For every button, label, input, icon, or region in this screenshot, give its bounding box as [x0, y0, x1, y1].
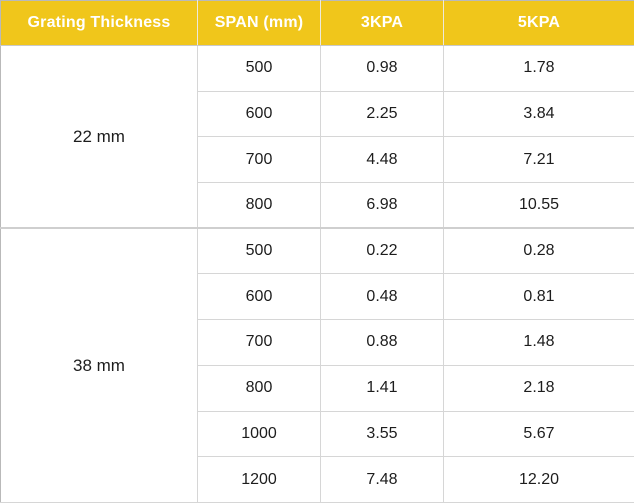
kpa3-cell: 7.48: [320, 456, 444, 503]
span-cell: 700: [197, 319, 321, 366]
header-grating-thickness: Grating Thickness: [0, 0, 198, 46]
table-body: 22 mm 500 0.98 1.78 600 2.25 3.84 700 4.48 7.21 80…: [0, 45, 634, 503]
span-cell: 600: [197, 90, 321, 138]
header-row: Grating Thickness SPAN (mm) 3KPA 5KPA: [0, 0, 634, 46]
table-row: 600 2.25 3.84: [1, 90, 634, 138]
kpa5-cell: 0.81: [443, 273, 634, 321]
kpa5-cell: 1.48: [443, 319, 634, 366]
table-row: 700 0.88 1.48: [1, 319, 634, 366]
kpa5-cell: 12.20: [443, 456, 634, 503]
span-cell: 700: [197, 136, 321, 184]
header-5kpa: 5KPA: [443, 0, 634, 46]
kpa3-cell: 3.55: [320, 410, 444, 458]
header-3kpa: 3KPA: [320, 0, 444, 46]
span-cell: 800: [197, 182, 321, 229]
table-row: 800 1.41 2.18: [1, 364, 634, 412]
kpa3-cell: 1.41: [320, 364, 444, 412]
thickness-cell: 38 mm: [0, 227, 198, 503]
span-cell: 1200: [197, 456, 321, 503]
span-cell: 1000: [197, 410, 321, 458]
table-row: 700 4.48 7.21: [1, 136, 634, 184]
table-row: 1200 7.48 12.20: [1, 456, 634, 503]
kpa3-cell: 4.48: [320, 136, 444, 184]
kpa3-cell: 0.98: [320, 45, 444, 92]
kpa5-cell: 5.67: [443, 410, 634, 458]
table-row: 22 mm 500 0.98 1.78: [0, 45, 634, 229]
table-row: 1000 3.55 5.67: [1, 410, 634, 458]
table-row: 38 mm 500 0.22 0.28: [0, 227, 634, 503]
header-span-mm: SPAN (mm): [197, 0, 321, 46]
kpa3-cell: 0.88: [320, 319, 444, 366]
table-header: Grating Thickness SPAN (mm) 3KPA 5KPA: [0, 0, 634, 46]
table-row: 600 0.48 0.81: [1, 273, 634, 321]
kpa5-cell: 7.21: [443, 136, 634, 184]
kpa5-cell: 10.55: [443, 182, 634, 229]
span-cell: 800: [197, 364, 321, 412]
kpa3-cell: 0.48: [320, 273, 444, 321]
span-cell: 500: [197, 227, 321, 275]
thickness-cell: 22 mm: [0, 45, 198, 229]
kpa3-cell: 2.25: [320, 90, 444, 138]
span-cell: 600: [197, 273, 321, 321]
kpa5-cell: 3.84: [443, 90, 634, 138]
kpa3-cell: 0.22: [320, 227, 444, 275]
kpa5-cell: 0.28: [443, 227, 634, 275]
span-cell: 500: [197, 45, 321, 92]
kpa5-cell: 2.18: [443, 364, 634, 412]
kpa3-cell: 6.98: [320, 182, 444, 229]
table-row: 800 6.98 10.55: [1, 182, 634, 229]
kpa5-cell: 1.78: [443, 45, 634, 92]
